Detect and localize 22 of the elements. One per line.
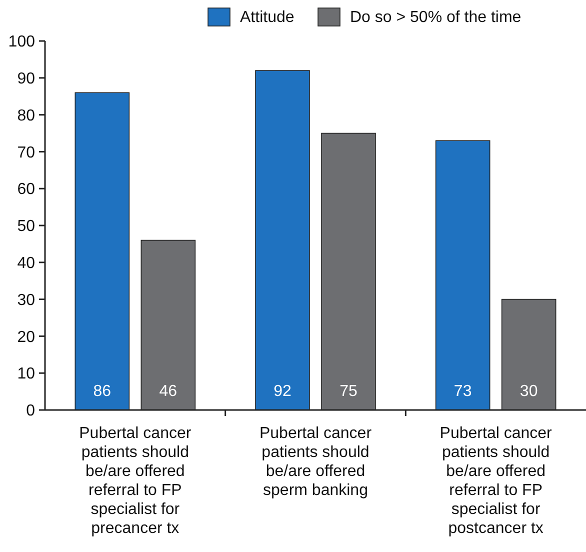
y-tick-label: 80: [17, 107, 36, 124]
legend-label: Do so > 50% of the time: [350, 9, 522, 26]
y-tick-label: 40: [17, 255, 36, 272]
y-tick-label: 100: [8, 34, 36, 51]
data-label: 92: [274, 383, 292, 400]
x-tick-label: Pubertal cancer patients should be/are offered referral to FP specialist for postcancer tx: [440, 425, 553, 537]
data-label: 46: [159, 383, 178, 400]
legend-label: Attitude: [240, 9, 294, 26]
y-tick-label: 90: [17, 70, 36, 88]
data-label: 86: [93, 383, 112, 400]
y-tick-label: 60: [17, 181, 36, 198]
y-tick-label: 0: [26, 402, 36, 420]
y-tick-label: 50: [17, 218, 36, 236]
y-tick-label: 20: [17, 328, 36, 346]
data-label: 75: [340, 383, 358, 400]
x-tick-label: Pubertal cancer patients should be/are offered sperm banking: [259, 425, 372, 499]
data-label: 30: [520, 383, 538, 400]
y-tick-label: 10: [17, 366, 36, 383]
y-tick-label: 30: [17, 292, 36, 309]
x-tick-label: Pubertal cancer patients should be/are offered referral to FP specialist for precancer tx: [79, 425, 192, 537]
data-label: 73: [454, 383, 472, 400]
y-tick-label: 70: [17, 144, 36, 162]
